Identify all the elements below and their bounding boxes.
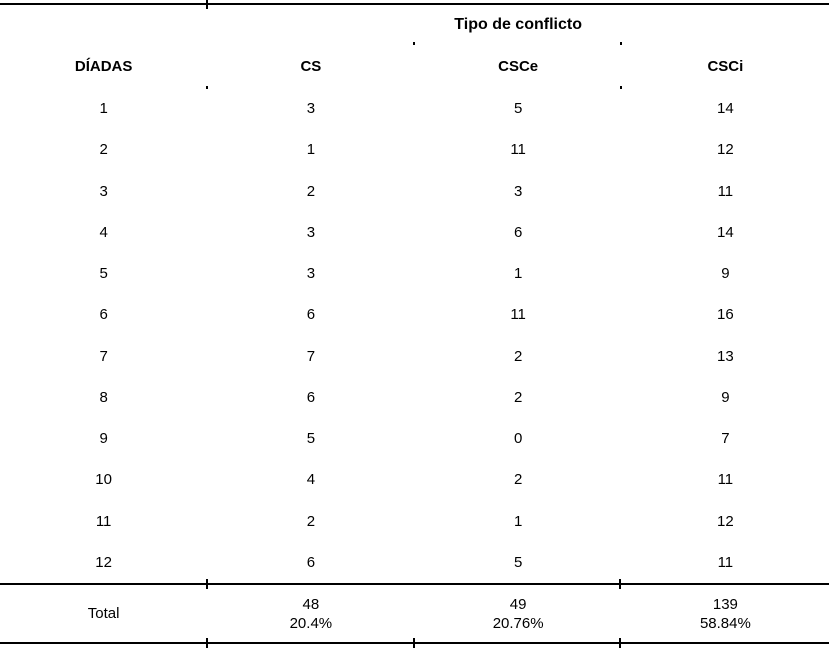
cell-csce: 3 [513, 182, 523, 200]
cell-cs: 4 [306, 471, 316, 489]
cell-csci: 16 [717, 306, 734, 324]
cell-diada: 12 [95, 553, 112, 571]
cell-csce: 2 [513, 471, 523, 489]
cell-csci: 12 [717, 141, 734, 159]
bottom-rule [0, 638, 829, 648]
cell-diada: 6 [99, 306, 108, 324]
cell-csci: 11 [717, 471, 734, 489]
cell-csci: 7 [721, 430, 730, 448]
table-row: 2 1 11 12 [0, 129, 829, 170]
cell-csce: 11 [510, 141, 526, 159]
total-count: 49 [509, 595, 527, 613]
total-cell-csci: 139 58.84% [622, 585, 829, 642]
cell-csce: 1 [513, 265, 523, 283]
cell-csci: 14 [717, 223, 734, 241]
cell-cs: 1 [306, 141, 316, 159]
cell-diada: 2 [99, 141, 108, 159]
cell-csce: 5 [513, 553, 523, 571]
cell-csci: 13 [717, 347, 734, 365]
table-row: 4 3 6 14 [0, 212, 829, 253]
cell-csci: 9 [721, 265, 730, 283]
cell-csce: 2 [513, 388, 523, 406]
cell-diada: 8 [99, 388, 108, 406]
tick-mark [206, 0, 208, 9]
cell-csci: 11 [717, 553, 734, 571]
cell-cs: 2 [306, 182, 316, 200]
table-row: 9 5 0 7 [0, 418, 829, 459]
top-rule [0, 0, 829, 9]
header-row: DÍADAS CS CSCe CSCi [0, 44, 829, 88]
title-row: Tipo de conflicto [0, 5, 829, 44]
cell-csce: 11 [510, 306, 526, 324]
table-row: 12 6 5 11 [0, 542, 829, 583]
cell-cs: 2 [306, 512, 316, 530]
total-top-rule [0, 579, 829, 589]
col-header-cs: CS [300, 57, 322, 75]
cell-diada: 5 [99, 265, 108, 283]
border-artifact-dot [620, 86, 622, 89]
tick-mark [619, 579, 621, 589]
table-row: 10 4 2 11 [0, 459, 829, 500]
cell-diada: 1 [99, 100, 108, 118]
col-header-csci: CSCi [707, 57, 744, 75]
table-row: 7 7 2 13 [0, 336, 829, 377]
cell-cs: 6 [306, 388, 316, 406]
total-percent: 58.84% [699, 614, 751, 632]
cell-cs: 7 [306, 347, 316, 365]
cell-csci: 12 [717, 512, 734, 530]
cell-cs: 3 [306, 265, 316, 283]
table-row: 6 6 11 16 [0, 294, 829, 335]
cell-diada: 10 [95, 471, 112, 489]
cell-csce: 1 [513, 512, 523, 530]
cell-csce: 6 [513, 223, 523, 241]
tick-mark [206, 638, 208, 648]
table-row: 1 3 5 14 [0, 88, 829, 129]
total-row: Total 48 20.4% 49 20.76% 139 58.84% [0, 585, 829, 642]
total-count: 139 [712, 595, 738, 613]
cell-csce: 2 [513, 347, 523, 365]
total-count: 48 [302, 595, 320, 613]
cell-cs: 6 [306, 306, 316, 324]
total-cell-csce: 49 20.76% [415, 585, 622, 642]
tick-mark [413, 638, 415, 648]
table-row: 8 6 2 9 [0, 377, 829, 418]
cell-diada: 9 [99, 430, 108, 448]
cell-csci: 9 [721, 388, 730, 406]
cell-cs: 6 [306, 553, 316, 571]
col-header-diadas: DÍADAS [74, 57, 133, 75]
cell-cs: 3 [306, 100, 316, 118]
border-artifact-dot [620, 42, 622, 45]
total-percent: 20.4% [289, 614, 333, 632]
total-percent: 20.76% [492, 614, 544, 632]
tick-mark [619, 638, 621, 648]
total-label: Total [87, 605, 120, 622]
cell-cs: 3 [306, 223, 316, 241]
cell-csce: 5 [513, 100, 523, 118]
cell-diada: 7 [99, 347, 108, 365]
tick-mark [206, 579, 208, 589]
table-row: 11 2 1 12 [0, 501, 829, 542]
table-title: Tipo de conflicto [454, 15, 582, 33]
cell-cs: 5 [306, 430, 316, 448]
col-header-csce: CSCe [498, 57, 539, 75]
table-row: 5 3 1 9 [0, 253, 829, 294]
cell-csci: 11 [717, 182, 734, 200]
cell-csce: 0 [513, 430, 523, 448]
total-cell-cs: 48 20.4% [207, 585, 414, 642]
border-artifact-dot [206, 86, 208, 89]
cell-csci: 14 [717, 100, 734, 118]
cell-diada: 4 [99, 223, 108, 241]
table-row: 3 2 3 11 [0, 171, 829, 212]
cell-diada: 11 [95, 512, 112, 530]
border-artifact-dot [413, 42, 415, 45]
cell-diada: 3 [99, 182, 108, 200]
